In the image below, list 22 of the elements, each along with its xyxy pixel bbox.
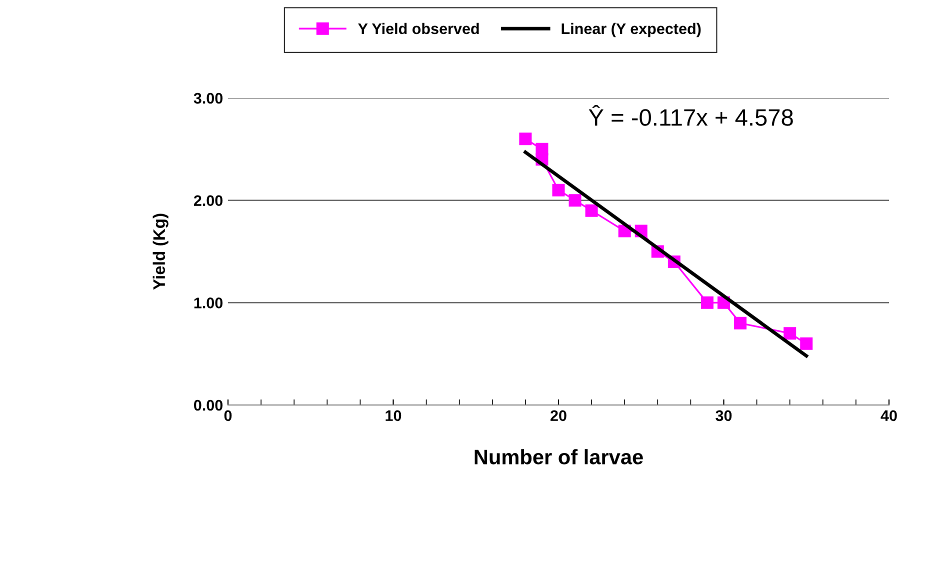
point: [585, 204, 598, 217]
y-axis-title: Yield (Kg): [152, 214, 168, 290]
x-axis-title: Number of larvae: [474, 449, 643, 464]
point: [700, 296, 714, 309]
point: [568, 194, 582, 207]
x-tick-label: 0: [224, 410, 232, 422]
legend-label: Y Yield observed: [358, 22, 479, 34]
y-tick-label: 1.00: [194, 298, 223, 308]
x-tick-label: 20: [550, 410, 566, 422]
annotation: Ŷ = -0.117x + 4.578: [588, 104, 793, 126]
x-tick-label: 30: [716, 410, 732, 422]
y-tick-label: 2.00: [194, 195, 223, 206]
y-tick-label: 0.00: [194, 400, 223, 411]
point: [519, 132, 532, 146]
y-tick-label: 3.00: [194, 92, 223, 104]
point: [552, 184, 565, 196]
point: [800, 337, 813, 350]
point: [784, 327, 796, 340]
legend-label: Linear (Y expected): [562, 22, 701, 38]
x-tick-label: 10: [386, 410, 402, 422]
x-tick-label: 40: [880, 410, 897, 422]
point: [734, 316, 747, 330]
